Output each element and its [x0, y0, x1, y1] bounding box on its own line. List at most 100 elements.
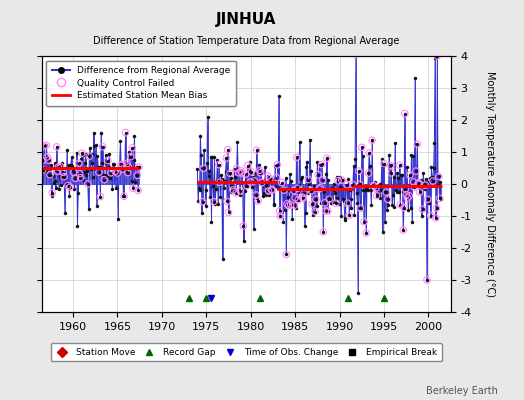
Point — [199, 198, 207, 205]
Point — [99, 144, 107, 150]
Point — [134, 187, 143, 194]
Point — [414, 180, 422, 187]
Point — [396, 202, 405, 208]
Point — [229, 187, 237, 193]
Point — [406, 172, 414, 178]
Point — [356, 205, 365, 212]
Point — [95, 169, 103, 176]
Point — [215, 161, 223, 168]
Point — [319, 177, 327, 183]
Point — [52, 144, 61, 150]
Point — [38, 158, 46, 164]
Point — [334, 178, 342, 184]
Text: Berkeley Earth: Berkeley Earth — [426, 386, 498, 396]
Point — [413, 141, 421, 147]
Point — [399, 227, 408, 233]
Point — [224, 146, 232, 153]
Point — [238, 170, 246, 176]
Point — [423, 277, 431, 283]
Point — [223, 198, 231, 205]
Point — [400, 110, 409, 117]
Point — [369, 182, 378, 188]
Legend: Difference from Regional Average, Quality Control Failed, Estimated Station Mean: Difference from Regional Average, Qualit… — [47, 60, 236, 106]
Point — [402, 192, 410, 198]
Point — [316, 184, 324, 191]
Point — [368, 137, 376, 144]
Point — [224, 209, 233, 216]
Y-axis label: Monthly Temperature Anomaly Difference (°C): Monthly Temperature Anomaly Difference (… — [485, 71, 495, 297]
Point — [59, 169, 68, 176]
Point — [228, 182, 236, 189]
Point — [321, 200, 329, 206]
Point — [267, 187, 276, 193]
Point — [357, 144, 366, 151]
Point — [370, 183, 378, 189]
Point — [372, 185, 380, 191]
Point — [38, 167, 47, 173]
Point — [42, 142, 50, 148]
Point — [414, 180, 423, 186]
Text: Difference of Station Temperature Data from Regional Average: Difference of Station Temperature Data f… — [93, 36, 399, 46]
Point — [323, 155, 331, 162]
Point — [291, 194, 299, 201]
Point — [123, 160, 131, 167]
Point — [362, 230, 370, 236]
Point — [312, 196, 320, 202]
Point — [48, 190, 57, 196]
Point — [243, 182, 251, 189]
Point — [273, 162, 281, 168]
Point — [280, 187, 288, 194]
Point — [43, 154, 51, 160]
Point — [56, 163, 64, 170]
Point — [239, 223, 247, 229]
Point — [401, 186, 410, 192]
Point — [276, 213, 285, 219]
Point — [247, 169, 256, 175]
Point — [416, 189, 424, 195]
Point — [364, 170, 373, 176]
Point — [405, 193, 413, 199]
Point — [128, 144, 136, 151]
Point — [435, 195, 444, 202]
Point — [344, 200, 352, 206]
Point — [120, 193, 128, 200]
Point — [276, 208, 284, 214]
Point — [345, 212, 353, 218]
Point — [311, 208, 319, 215]
Point — [233, 165, 241, 172]
Point — [266, 176, 274, 182]
Point — [135, 164, 143, 170]
Point — [129, 185, 137, 191]
Point — [325, 196, 333, 202]
Point — [111, 168, 119, 174]
Point — [252, 192, 260, 198]
Point — [409, 179, 418, 185]
Point — [432, 215, 440, 221]
Point — [124, 169, 132, 176]
Point — [226, 170, 234, 176]
Point — [253, 147, 261, 154]
Point — [113, 170, 122, 176]
Point — [352, 51, 360, 58]
Point — [282, 251, 290, 258]
Point — [304, 176, 313, 183]
Point — [412, 168, 420, 174]
Point — [255, 167, 264, 174]
Point — [319, 229, 328, 235]
Point — [285, 202, 293, 209]
Point — [423, 196, 432, 202]
Point — [236, 188, 245, 194]
Point — [53, 168, 62, 174]
Point — [433, 53, 442, 59]
Point — [432, 205, 441, 211]
Point — [76, 174, 84, 181]
Point — [272, 174, 281, 181]
Point — [332, 200, 340, 206]
Point — [258, 179, 266, 186]
Point — [292, 154, 301, 160]
Point — [124, 164, 133, 170]
Point — [250, 178, 259, 184]
Point — [242, 171, 250, 177]
Point — [264, 173, 272, 179]
Point — [382, 189, 390, 195]
